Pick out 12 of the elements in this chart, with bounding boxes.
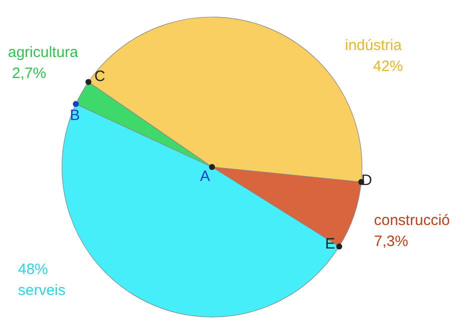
- text: A: [200, 168, 210, 185]
- slice-label: construcció: [374, 212, 450, 229]
- data-label: 48%: [18, 261, 48, 278]
- data-label: 7,3%: [374, 233, 408, 250]
- slice-label: indústria: [345, 37, 402, 54]
- text: E: [325, 236, 336, 253]
- data-label: 2,7%: [12, 65, 46, 82]
- text: B: [70, 107, 80, 124]
- text: C: [94, 68, 106, 85]
- slice-label: agricultura: [8, 44, 79, 61]
- data-label: 42%: [373, 58, 404, 75]
- slice-label: serveis: [18, 282, 66, 299]
